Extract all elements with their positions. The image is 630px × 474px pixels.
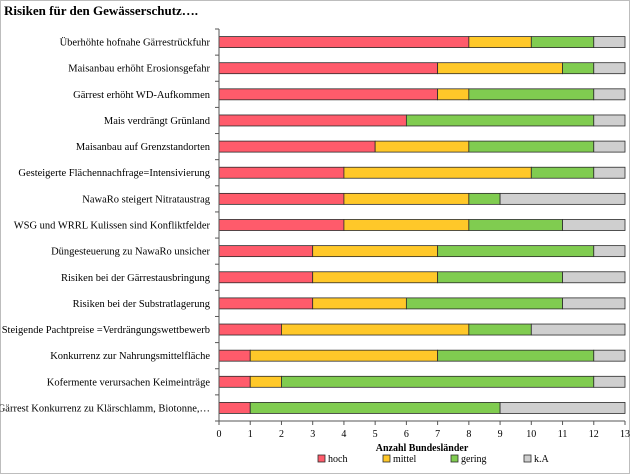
category-label: NawaRo steigert Nitrataustrag [82,194,210,205]
chart-title: Risiken für den Gewässerschutz…. [4,3,199,18]
bar-segment [499,402,626,414]
category-label: WSG und WRRL Kulissen sind Konfliktfelde… [14,221,211,232]
legend-label: mittel [393,454,417,465]
bar-segment [562,219,626,231]
bar-segment [530,166,595,179]
category-label: Gärrest Konkurrenz zu Klärschlamm, Bioto… [0,403,210,414]
bar-segment [562,297,626,310]
bar-segment [249,349,439,362]
bar-segment [437,62,563,75]
category-label: Risiken bei der Gärrestausbringung [61,273,211,284]
x-tick-label: 8 [466,429,471,440]
bar-segment [468,88,595,101]
bar-segment [218,245,314,258]
legend-label: gering [461,454,487,465]
x-tick-label: 13 [620,429,630,440]
bar-segment [343,192,470,205]
bar-segment [593,349,626,362]
bar-segment [437,271,563,284]
bar-segment [468,192,501,205]
x-axis-title: Anzahl Bundesländer [376,443,469,454]
x-tick-label: 1 [248,429,253,440]
bar-segment [593,114,626,127]
legend-swatch [382,454,391,463]
category-label: Gesteigerte Flächennachfrage=Intensivier… [18,168,210,179]
bar-segment [249,402,501,414]
x-tick-label: 5 [373,429,378,440]
bar-segment [218,297,314,310]
bar-segment [530,323,626,336]
x-tick-label: 4 [341,429,346,440]
bar-segment [437,88,470,101]
bar-segment [249,375,282,388]
bar-segment [218,375,251,388]
bar-segment [593,375,626,388]
bar-segment [218,219,345,231]
bar-segment [593,140,626,153]
bar-segment [312,271,439,284]
bar-segment [405,297,563,310]
bar-segment [374,140,470,153]
bar-segment [562,62,595,75]
bar-segment [562,271,626,284]
x-tick-label: 9 [498,429,503,440]
legend-swatch [317,454,326,463]
category-label: Risiken bei der Substratlagerung [73,299,211,310]
legend-swatch [450,454,459,463]
bar-segment [593,166,626,179]
bar-segment [343,219,470,231]
bar-segment [437,245,595,258]
bar-segment [593,62,626,75]
bar-segment [312,245,439,258]
x-tick-label: 3 [310,429,315,440]
bar-segment [343,166,532,179]
category-label: Gärrest erhöht WD-Aufkommen [73,90,211,101]
bar-segment [468,323,532,336]
bar-segment [218,166,345,179]
bar-segment [218,323,282,336]
legend-label: hoch [328,454,347,465]
x-tick-label: 10 [526,429,536,440]
bar-segment [218,36,470,48]
x-tick-label: 2 [279,429,284,440]
bar-segment [405,114,595,127]
bar-segment [593,245,626,258]
bar-segment [530,36,595,48]
bar-segment [312,297,407,310]
bar-segment [218,62,439,75]
category-label: Maisanbau auf Grenzstandorten [76,142,211,153]
category-label: Maisanbau erhöht Erosionsgefahr [68,64,210,75]
bar-segment [468,36,532,48]
x-tick-label: 6 [404,429,409,440]
bar-segment [499,192,626,205]
category-label: Konkurrenz zur Nahrungsmittelfläche [50,351,210,362]
bar-segment [437,349,595,362]
bar-segment [593,88,626,101]
legend-swatch [523,454,532,463]
bar-segment [593,36,626,48]
bar-segment [218,349,251,362]
category-label: Düngesteuerung zu NawaRo unsicher [51,247,210,258]
category-label: Mais verdrängt Grünland [104,116,211,127]
x-tick-label: 12 [589,429,599,440]
bar-segment [218,114,407,127]
x-tick-label: 7 [435,429,440,440]
category-label: Steigende Pachtpreise =Verdrängungswettb… [2,325,210,336]
x-tick-label: 11 [558,429,568,440]
bar-segment [218,402,251,414]
legend-label: k.A [534,454,550,465]
bar-segment [218,192,345,205]
category-label: Überhöhte hofnahe Gärrestrückfuhr [60,37,211,49]
bar-segment [218,140,376,153]
bar-segment [468,140,595,153]
bar-segment [281,375,595,388]
bar-segment [468,219,563,231]
bar-segment [218,271,314,284]
bar-segment [281,323,470,336]
category-label: Kofermente verursachen Keimeinträge [47,377,211,388]
x-tick-label: 0 [217,429,222,440]
bar-segment [218,88,439,101]
